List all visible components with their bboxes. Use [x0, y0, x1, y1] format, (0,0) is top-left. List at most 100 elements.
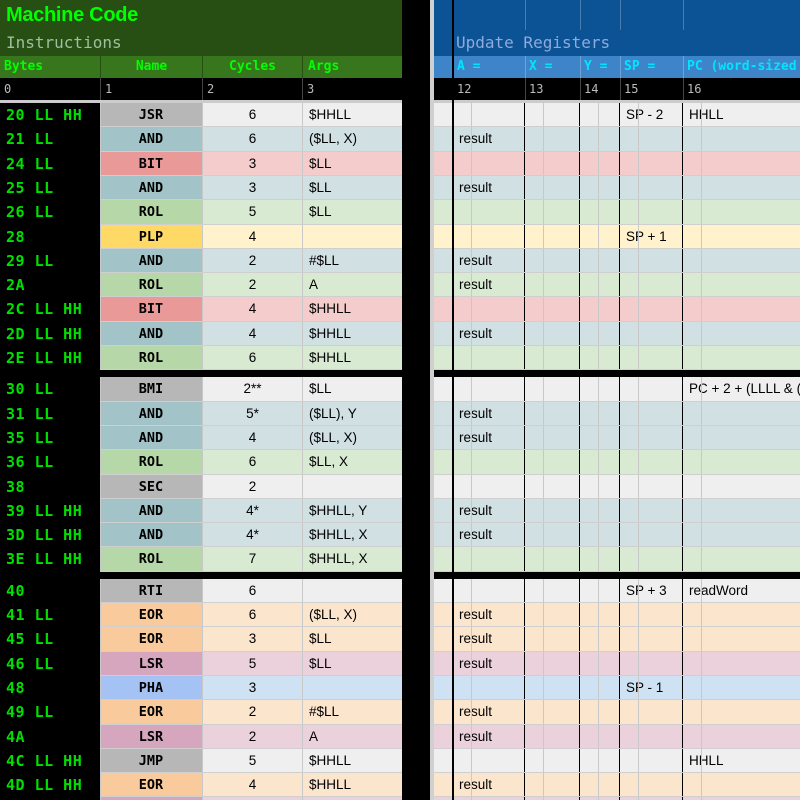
row-args[interactable]: $LL, X — [303, 450, 402, 475]
row-reg-pc[interactable] — [683, 498, 800, 524]
row-args[interactable]: #$LL — [303, 700, 402, 725]
row-bytes[interactable]: 24 LL — [0, 151, 99, 176]
row-args[interactable]: $HHLL, X — [303, 523, 402, 548]
row-name[interactable]: RTI — [100, 578, 202, 603]
row-reg-sp[interactable] — [620, 248, 682, 274]
column-header-name[interactable]: Name — [135, 59, 168, 74]
row-bytes[interactable]: 26 LL — [0, 200, 99, 225]
row-reg-x[interactable] — [525, 151, 579, 176]
row-reg-sp[interactable] — [620, 425, 682, 451]
row-reg-a[interactable] — [453, 547, 524, 572]
row-reg-x[interactable] — [525, 377, 579, 402]
row-gutter[interactable] — [434, 797, 452, 800]
row-reg-sp[interactable] — [620, 377, 682, 402]
row-reg-pc[interactable] — [683, 273, 800, 298]
row-reg-x[interactable] — [525, 200, 579, 225]
row-reg-sp[interactable] — [620, 523, 682, 548]
row-reg-pc[interactable]: readWord — [683, 578, 800, 603]
row-bytes[interactable]: 48 — [0, 675, 99, 701]
column-header-x[interactable]: X = — [529, 59, 553, 74]
row-reg-y[interactable] — [580, 773, 619, 798]
row-gutter[interactable] — [434, 474, 452, 499]
row-reg-a[interactable] — [453, 346, 524, 371]
row-bytes[interactable]: 30 LL — [0, 377, 99, 402]
row-cycles[interactable]: 6 — [203, 797, 302, 800]
row-gutter[interactable] — [434, 248, 452, 274]
row-reg-x[interactable] — [525, 773, 579, 798]
row-name[interactable]: LSR — [100, 724, 202, 749]
row-reg-y[interactable] — [580, 603, 619, 628]
row-args[interactable]: $HHLL — [303, 297, 402, 322]
row-name[interactable]: SEC — [100, 474, 202, 499]
row-args[interactable]: $HHLL — [303, 321, 402, 346]
row-reg-pc[interactable] — [683, 651, 800, 676]
row-cycles[interactable]: 4* — [203, 498, 302, 524]
row-cycles[interactable]: 6 — [203, 103, 302, 128]
row-reg-y[interactable] — [580, 700, 619, 725]
row-cycles[interactable]: 5 — [203, 651, 302, 676]
row-reg-a[interactable] — [453, 578, 524, 603]
row-reg-a[interactable] — [453, 748, 524, 774]
row-reg-a[interactable] — [453, 224, 524, 249]
row-cycles[interactable]: 4 — [203, 773, 302, 798]
row-reg-pc[interactable] — [683, 523, 800, 548]
row-reg-y[interactable] — [580, 377, 619, 402]
row-args[interactable] — [303, 224, 402, 249]
row-name[interactable]: AND — [100, 425, 202, 451]
row-cycles[interactable]: 4 — [203, 297, 302, 322]
row-name[interactable]: EOR — [100, 700, 202, 725]
row-reg-a[interactable] — [453, 474, 524, 499]
col-index-12[interactable]: 12 — [457, 82, 472, 96]
row-cycles[interactable]: 6 — [203, 603, 302, 628]
row-name[interactable]: AND — [100, 498, 202, 524]
row-cycles[interactable]: 7 — [203, 547, 302, 572]
row-args[interactable] — [303, 578, 402, 603]
row-reg-a[interactable]: result — [453, 401, 524, 426]
row-bytes[interactable]: 35 LL — [0, 425, 99, 451]
row-cycles[interactable]: 6 — [203, 346, 302, 371]
col-index-1[interactable]: 1 — [105, 82, 113, 96]
row-reg-x[interactable] — [525, 578, 579, 603]
row-bytes[interactable]: 3D LL HH — [0, 523, 99, 548]
row-reg-y[interactable] — [580, 748, 619, 774]
row-args[interactable]: #$LL — [303, 248, 402, 274]
row-reg-x[interactable] — [525, 273, 579, 298]
row-name[interactable]: AND — [100, 127, 202, 152]
row-reg-x[interactable] — [525, 603, 579, 628]
row-reg-pc[interactable] — [683, 627, 800, 652]
row-reg-pc[interactable] — [683, 346, 800, 371]
row-reg-a[interactable]: result — [453, 127, 524, 152]
row-reg-x[interactable] — [525, 425, 579, 451]
row-reg-pc[interactable] — [683, 700, 800, 725]
row-reg-a[interactable] — [453, 151, 524, 176]
row-reg-sp[interactable] — [620, 200, 682, 225]
row-reg-y[interactable] — [580, 425, 619, 451]
row-bytes[interactable]: 38 — [0, 474, 99, 499]
row-args[interactable]: ($LL, X) — [303, 127, 402, 152]
row-reg-a[interactable] — [453, 103, 524, 128]
column-header-sp[interactable]: SP = — [624, 59, 656, 74]
row-bytes[interactable]: 25 LL — [0, 175, 99, 201]
row-reg-sp[interactable] — [620, 773, 682, 798]
column-header-cycles[interactable]: Cycles — [229, 59, 276, 74]
row-cycles[interactable]: 6 — [203, 127, 302, 152]
row-args[interactable]: $HHLL, Y — [303, 498, 402, 524]
row-reg-x[interactable] — [525, 651, 579, 676]
row-reg-a[interactable]: result — [453, 523, 524, 548]
row-gutter[interactable] — [434, 297, 452, 322]
row-gutter[interactable] — [434, 748, 452, 774]
row-reg-y[interactable] — [580, 200, 619, 225]
row-gutter[interactable] — [434, 200, 452, 225]
row-cycles[interactable]: 2** — [203, 377, 302, 402]
row-bytes[interactable]: 2A — [0, 273, 99, 298]
row-name[interactable]: ROL — [100, 450, 202, 475]
row-gutter[interactable] — [434, 675, 452, 701]
row-gutter[interactable] — [434, 627, 452, 652]
row-bytes[interactable]: 28 — [0, 224, 99, 249]
row-reg-y[interactable] — [580, 547, 619, 572]
row-reg-a[interactable]: result — [453, 248, 524, 274]
row-reg-y[interactable] — [580, 346, 619, 371]
row-reg-x[interactable] — [525, 248, 579, 274]
row-bytes[interactable]: 46 LL — [0, 651, 99, 676]
row-bytes[interactable]: 4C LL HH — [0, 748, 99, 774]
